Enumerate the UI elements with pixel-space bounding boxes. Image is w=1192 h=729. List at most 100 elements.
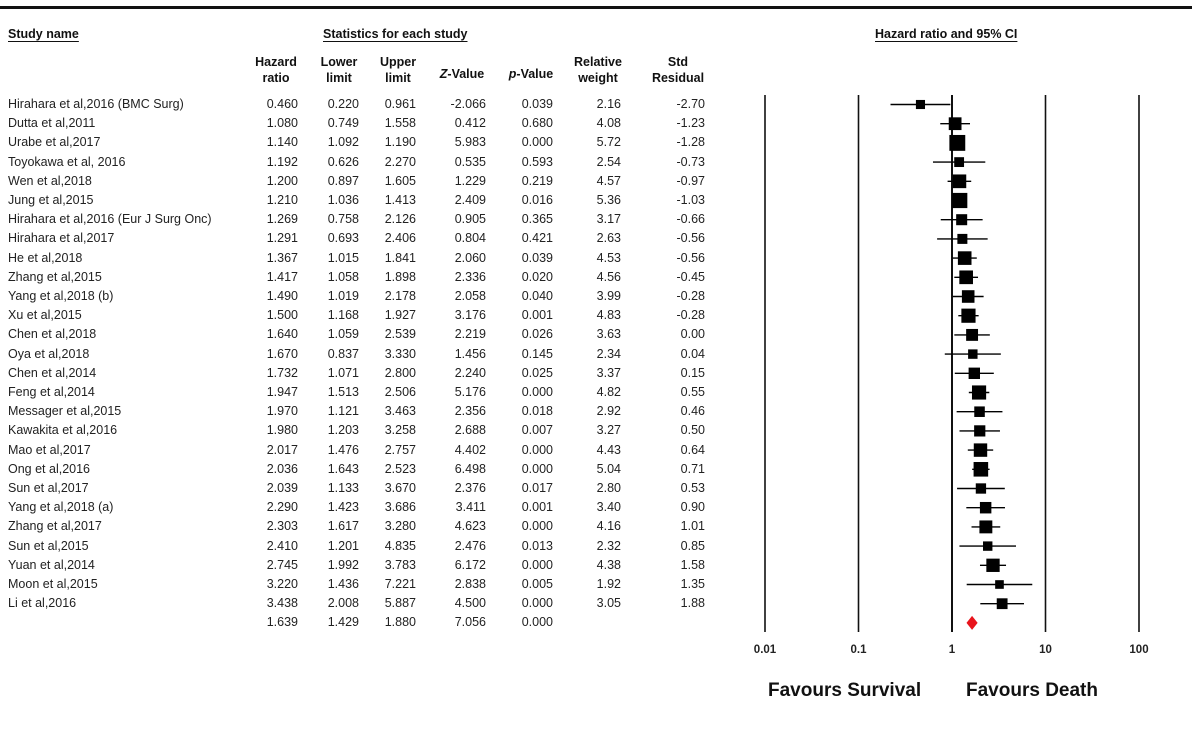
lower-limit-cell: 0.897 [327,173,359,188]
relative-weight-cell: 4.53 [596,250,621,265]
hazard-ratio-cell: 1.970 [266,404,298,419]
lower-limit-cell: 1.133 [327,481,359,495]
hazard-ratio-cell: 2.039 [266,481,298,495]
hazard-ratio-cell: 1.670 [266,346,298,361]
study-name: Urabe et al,2017 [8,135,101,150]
lower-limit-cell: 1.617 [327,519,359,534]
upper-limit-cell: 2.800 [384,365,416,380]
std-residual-cell: -0.66 [676,212,706,227]
hr-marker [995,580,1004,589]
std-residual-cell: 0.53 [680,481,705,495]
z-value-cell: 2.060 [454,250,486,265]
relative-weight-cell: 3.37 [596,365,621,380]
std-residual-cell: -0.97 [676,173,706,188]
p-value-cell: 0.000 [521,519,553,534]
study-row: Hirahara et al,2016 (BMC Surg) 0.460 0.220… [0,95,720,114]
study-row: Dutta et al,2011 1.080 0.749 1.558 0.412 0.68… [0,114,720,133]
std-residual-cell: -1.28 [676,135,706,150]
z-value-cell: 2.376 [454,481,486,495]
p-value-cell: 0.039 [521,250,553,265]
study-row: He et al,2018 1.367 1.015 1.841 2.060 0.039 4.… [0,249,720,268]
study-row: Chen et al,2018 1.640 1.059 2.539 2.219 0.026… [0,325,720,344]
relative-weight-cell: 3.27 [596,423,621,438]
lower-limit-cell: 1.015 [327,250,359,265]
relative-weight-cell: 3.99 [596,289,621,303]
std-residual-cell: -0.56 [676,250,706,265]
std-residual-cell: -0.28 [676,308,706,323]
favours-left-label: Favours Survival [768,680,922,701]
z-value-cell: 2.356 [454,404,486,419]
p-value-cell: 0.421 [521,231,553,246]
relative-weight-cell: 3.05 [596,596,621,611]
hazard-ratio-cell: 1.500 [266,308,298,323]
study-row: Feng et al,2014 1.947 1.513 2.506 5.176 0.000… [0,383,720,402]
z-value-cell: 0.535 [454,154,486,169]
study-name: Zhang et al,2015 [8,269,102,284]
lower-limit-cell: 0.749 [327,116,359,131]
hr-marker [961,308,976,323]
study-row: Moon et al,2015 3.220 1.436 7.221 2.838 0.005… [0,575,720,594]
relative-weight-cell: 2.32 [596,538,621,553]
study-row: Yang et al,2018 (b) 1.490 1.019 2.178 2.058 0… [0,287,720,306]
std-residual-cell: -1.23 [676,116,706,131]
p-value-cell: 0.365 [521,212,553,227]
p-value-cell: 0.020 [521,269,553,284]
upper-limit-cell: 2.523 [384,461,416,476]
upper-limit-cell: 2.539 [384,327,416,342]
hazard-ratio-cell: 1.210 [266,193,298,207]
lower-limit-header-line: limit [326,71,352,85]
hazard-ratio-cell: 1.367 [266,250,298,265]
study-name: Oya et al,2018 [8,346,90,361]
std-residual-header: Std Residual [639,54,717,86]
hr-marker [979,520,993,534]
z-value-cell: 5.983 [454,135,486,150]
study-name: Messager et al,2015 [8,404,122,419]
hr-marker [949,134,966,151]
lower-limit-cell: 1.513 [327,385,359,399]
hr-marker [971,385,987,400]
hr-marker [973,462,989,477]
lower-limit-cell: 0.220 [327,97,359,111]
hr-marker [952,174,967,189]
hazard-ratio-cell: 1.639 [266,615,298,630]
hr-marker [996,598,1008,610]
upper-limit-cell: 3.280 [384,519,416,534]
lower-limit-cell: 1.036 [327,193,359,207]
study-row: Li et al,2016 3.438 2.008 5.887 4.500 0.000 3.… [0,594,720,613]
study-name: Li et al,2016 [8,596,77,611]
relative-weight-cell: 5.36 [596,193,621,207]
p-value-cell: 0.001 [521,308,553,323]
hazard-ratio-cell: 2.017 [266,442,298,457]
relative-weight-cell: 2.92 [596,404,621,419]
hazard-ratio-cell: 1.417 [266,269,298,284]
hr-marker [966,328,979,341]
upper-limit-cell: 2.757 [384,442,416,457]
pooled-diamond [966,615,978,630]
top-rule [0,6,1192,9]
upper-limit-header-line: limit [385,71,411,85]
study-row: Oya et al,2018 1.670 0.837 3.330 1.456 0.145 2… [0,345,720,364]
hr-marker [979,501,992,514]
p-value-cell: 0.000 [521,557,553,572]
std-residual-cell: -0.73 [676,154,706,169]
z-value-header: Z-Value [426,66,498,82]
p-value-cell: 0.040 [521,289,553,303]
study-row: Hirahara et al,2017 1.291 0.693 2.406 0.804 0… [0,229,720,248]
lower-limit-cell: 1.423 [327,500,359,515]
study-name: Wen et al,2018 [8,173,92,188]
study-name: Ong et al,2016 [8,461,91,476]
upper-limit-cell: 4.835 [384,538,416,553]
relative-weight-cell: 4.56 [596,269,621,284]
std-residual-cell: 0.15 [680,365,705,380]
study-name: Sun et al,2017 [8,481,89,495]
study-name: Hirahara et al,2016 (Eur J Surg Onc) [8,212,212,227]
std-residual-cell: 0.71 [680,461,705,476]
z-value-cell: 6.172 [454,557,486,572]
hr-marker [974,425,986,437]
hazard-ratio-cell: 1.732 [266,365,298,380]
lower-limit-cell: 1.476 [327,442,359,457]
upper-limit-cell: 1.413 [384,193,416,207]
z-value-cell: 2.688 [454,423,486,438]
std-residual-cell: -0.28 [676,289,706,303]
